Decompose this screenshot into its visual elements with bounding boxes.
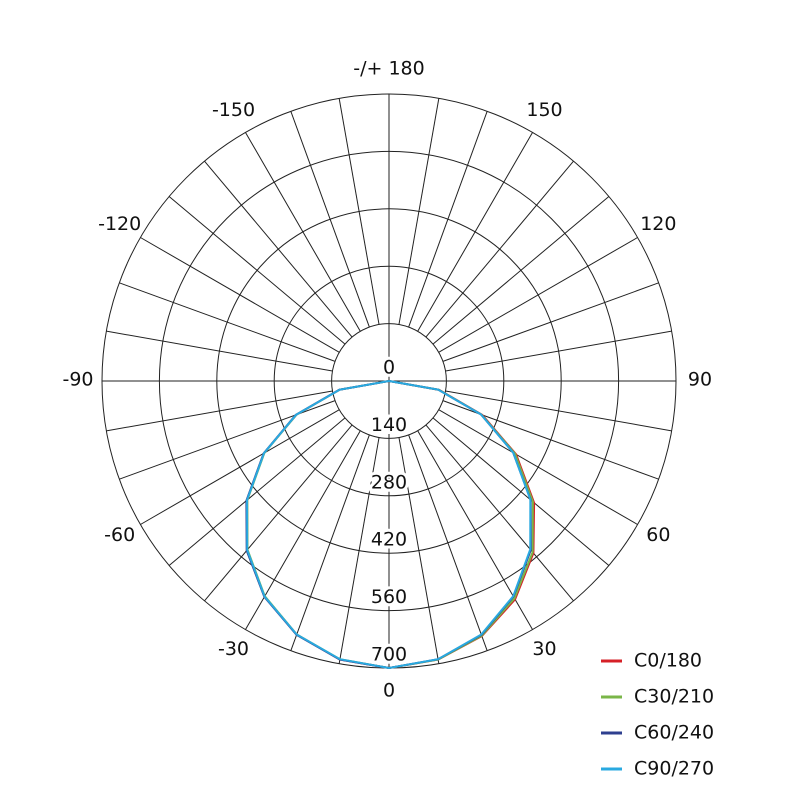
angle-tick-label: 60 xyxy=(646,524,670,546)
angle-tick-label: -30 xyxy=(218,638,249,660)
r-tick-label: 0 xyxy=(383,357,395,379)
legend-label: C90/270 xyxy=(634,758,714,780)
r-tick-label: 280 xyxy=(371,471,407,493)
angle-tick-label: -120 xyxy=(98,213,141,235)
angle-tick-label: 0 xyxy=(383,680,395,702)
grid-ring xyxy=(158,150,620,612)
grid-ring xyxy=(216,208,562,554)
r-tick-label: 700 xyxy=(371,644,407,666)
angle-tick-label: 150 xyxy=(526,99,562,121)
legend-label: C30/210 xyxy=(634,686,714,708)
r-tick-label: 140 xyxy=(371,414,407,436)
angle-tick-label: -60 xyxy=(104,524,135,546)
angle-tick-label: 30 xyxy=(532,638,556,660)
angle-tick-label: 120 xyxy=(640,213,676,235)
series-line xyxy=(246,380,532,670)
angle-tick-label: -90 xyxy=(62,369,93,391)
legend-label: C60/240 xyxy=(634,722,714,744)
grid-ring xyxy=(331,323,447,439)
angle-tick-label: 90 xyxy=(688,369,712,391)
angle-tick-label: -/+ 180 xyxy=(353,58,424,80)
legend-label: C0/180 xyxy=(634,650,702,672)
r-tick-label: 560 xyxy=(371,586,407,608)
grid-ring xyxy=(273,265,505,497)
angle-tick-label: -150 xyxy=(212,99,255,121)
r-tick-label: 420 xyxy=(371,529,407,551)
